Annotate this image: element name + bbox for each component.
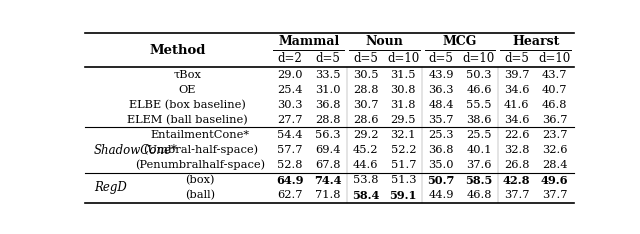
Text: 37.7: 37.7 [504, 190, 529, 200]
Text: 35.0: 35.0 [428, 160, 454, 170]
Text: 52.8: 52.8 [277, 160, 303, 170]
Text: 51.7: 51.7 [390, 160, 416, 170]
Text: 36.8: 36.8 [315, 100, 340, 110]
Text: 31.0: 31.0 [315, 85, 340, 95]
Text: 28.6: 28.6 [353, 115, 378, 125]
Text: 40.7: 40.7 [542, 85, 567, 95]
Text: 53.8: 53.8 [353, 175, 378, 185]
Text: d=5: d=5 [504, 52, 529, 65]
Text: Mammal: Mammal [278, 35, 339, 48]
Text: 28.8: 28.8 [315, 115, 340, 125]
Text: 46.8: 46.8 [542, 100, 567, 110]
Text: d=5: d=5 [429, 52, 454, 65]
Text: 32.6: 32.6 [542, 145, 567, 155]
Text: (box): (box) [186, 175, 215, 185]
Text: 28.4: 28.4 [542, 160, 567, 170]
Text: 27.7: 27.7 [277, 115, 303, 125]
Text: 46.6: 46.6 [466, 85, 492, 95]
Text: 44.9: 44.9 [428, 190, 454, 200]
Text: 74.4: 74.4 [314, 175, 342, 186]
Text: 32.8: 32.8 [504, 145, 529, 155]
Text: 30.8: 30.8 [390, 85, 416, 95]
Text: 71.8: 71.8 [315, 190, 340, 200]
Text: MCG: MCG [443, 35, 477, 48]
Text: 39.7: 39.7 [504, 69, 529, 80]
Text: d=10: d=10 [387, 52, 419, 65]
Text: 43.9: 43.9 [428, 69, 454, 80]
Text: 54.4: 54.4 [277, 130, 303, 140]
Text: 35.7: 35.7 [428, 115, 454, 125]
Text: 31.8: 31.8 [390, 100, 416, 110]
Text: 69.4: 69.4 [315, 145, 340, 155]
Text: (ball): (ball) [185, 190, 215, 201]
Text: 59.1: 59.1 [390, 190, 417, 201]
Text: 43.7: 43.7 [542, 69, 567, 80]
Text: 28.8: 28.8 [353, 85, 378, 95]
Text: 25.4: 25.4 [277, 85, 303, 95]
Text: Noun: Noun [365, 35, 403, 48]
Text: RegD: RegD [94, 181, 127, 194]
Text: 50.7: 50.7 [428, 175, 455, 186]
Text: Method: Method [150, 44, 206, 57]
Text: 30.5: 30.5 [353, 69, 378, 80]
Text: ELEM (ball baseline): ELEM (ball baseline) [127, 115, 248, 125]
Text: 44.6: 44.6 [353, 160, 378, 170]
Text: 26.8: 26.8 [504, 160, 529, 170]
Text: d=10: d=10 [463, 52, 495, 65]
Text: 41.6: 41.6 [504, 100, 529, 110]
Text: 31.5: 31.5 [390, 69, 416, 80]
Text: 48.4: 48.4 [428, 100, 454, 110]
Text: (Penumbralhalf-space): (Penumbralhalf-space) [135, 160, 266, 170]
Text: 58.4: 58.4 [352, 190, 379, 201]
Text: 23.7: 23.7 [542, 130, 567, 140]
Text: ELBE (box baseline): ELBE (box baseline) [129, 100, 246, 110]
Text: 40.1: 40.1 [466, 145, 492, 155]
Text: 25.3: 25.3 [428, 130, 454, 140]
Text: 67.8: 67.8 [315, 160, 340, 170]
Text: 64.9: 64.9 [276, 175, 303, 186]
Text: 55.5: 55.5 [466, 100, 492, 110]
Text: 36.7: 36.7 [542, 115, 567, 125]
Text: 30.7: 30.7 [353, 100, 378, 110]
Text: d=5: d=5 [353, 52, 378, 65]
Text: 46.8: 46.8 [466, 190, 492, 200]
Text: EntailmentCone*: EntailmentCone* [151, 130, 250, 140]
Text: 62.7: 62.7 [277, 190, 303, 200]
Text: 37.6: 37.6 [466, 160, 492, 170]
Text: 29.5: 29.5 [390, 115, 416, 125]
Text: τBox: τBox [173, 69, 201, 80]
Text: 25.5: 25.5 [466, 130, 492, 140]
Text: 52.2: 52.2 [390, 145, 416, 155]
Text: 45.2: 45.2 [353, 145, 378, 155]
Text: 29.2: 29.2 [353, 130, 378, 140]
Text: 50.3: 50.3 [466, 69, 492, 80]
Text: 33.5: 33.5 [315, 69, 340, 80]
Text: 49.6: 49.6 [541, 175, 568, 186]
Text: d=2: d=2 [278, 52, 302, 65]
Text: 32.1: 32.1 [390, 130, 416, 140]
Text: ShadowCone*: ShadowCone* [94, 143, 178, 157]
Text: 36.8: 36.8 [428, 145, 454, 155]
Text: 56.3: 56.3 [315, 130, 340, 140]
Text: d=10: d=10 [538, 52, 571, 65]
Text: 29.0: 29.0 [277, 69, 303, 80]
Text: Hearst: Hearst [512, 35, 559, 48]
Text: 51.3: 51.3 [390, 175, 416, 185]
Text: (Umbral-half-space): (Umbral-half-space) [143, 145, 258, 155]
Text: 30.3: 30.3 [277, 100, 303, 110]
Text: 42.8: 42.8 [503, 175, 531, 186]
Text: 34.6: 34.6 [504, 85, 529, 95]
Text: 38.6: 38.6 [466, 115, 492, 125]
Text: 58.5: 58.5 [465, 175, 493, 186]
Text: 22.6: 22.6 [504, 130, 529, 140]
Text: 57.7: 57.7 [277, 145, 303, 155]
Text: 36.3: 36.3 [428, 85, 454, 95]
Text: 37.7: 37.7 [542, 190, 567, 200]
Text: 34.6: 34.6 [504, 115, 529, 125]
Text: OE: OE [179, 85, 196, 95]
Text: d=5: d=5 [316, 52, 340, 65]
